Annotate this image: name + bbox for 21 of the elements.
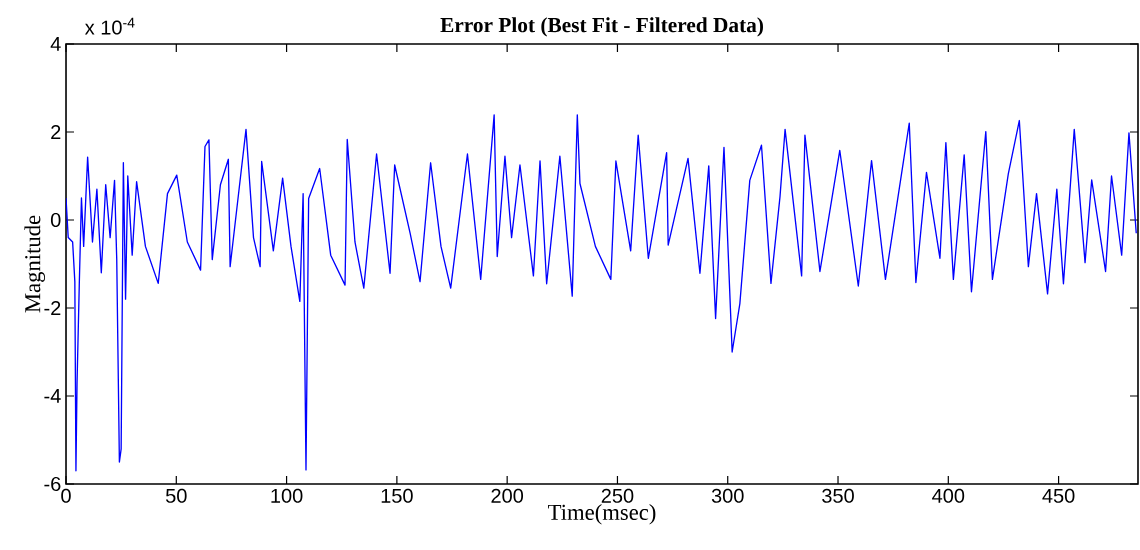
- x-tick-label: 300: [711, 488, 744, 503]
- y-axis-title: Magnitude: [24, 215, 46, 313]
- line-series: [66, 114, 1137, 472]
- x-tick-label: 100: [271, 488, 303, 503]
- y-tick-label: 0: [50, 212, 61, 228]
- text: x 10$^{-4}$: [84, 17, 135, 35]
- x-tick-label: 50: [165, 488, 187, 503]
- y-tick-label: 2: [51, 125, 61, 139]
- x-axis-title: Time(msec): [548, 504, 656, 525]
- y-tick-label: 4: [50, 37, 61, 51]
- x-tick-label: 450: [1042, 488, 1075, 503]
- x-tick-label: 400: [932, 488, 965, 503]
- x-tick-label: 350: [822, 488, 854, 503]
- x-tick-label: 250: [601, 488, 634, 503]
- y-tick-label: -4: [44, 389, 61, 403]
- y-tick-label: -2: [44, 301, 61, 315]
- x-tick-label: 0: [61, 488, 71, 503]
- x-tick-label: 150: [381, 488, 413, 503]
- x-tick-label: 200: [491, 488, 524, 503]
- chart-title: Error Plot (Best Fit - Filtered Data): [440, 17, 763, 37]
- y-tick-label: -6: [44, 476, 61, 492]
